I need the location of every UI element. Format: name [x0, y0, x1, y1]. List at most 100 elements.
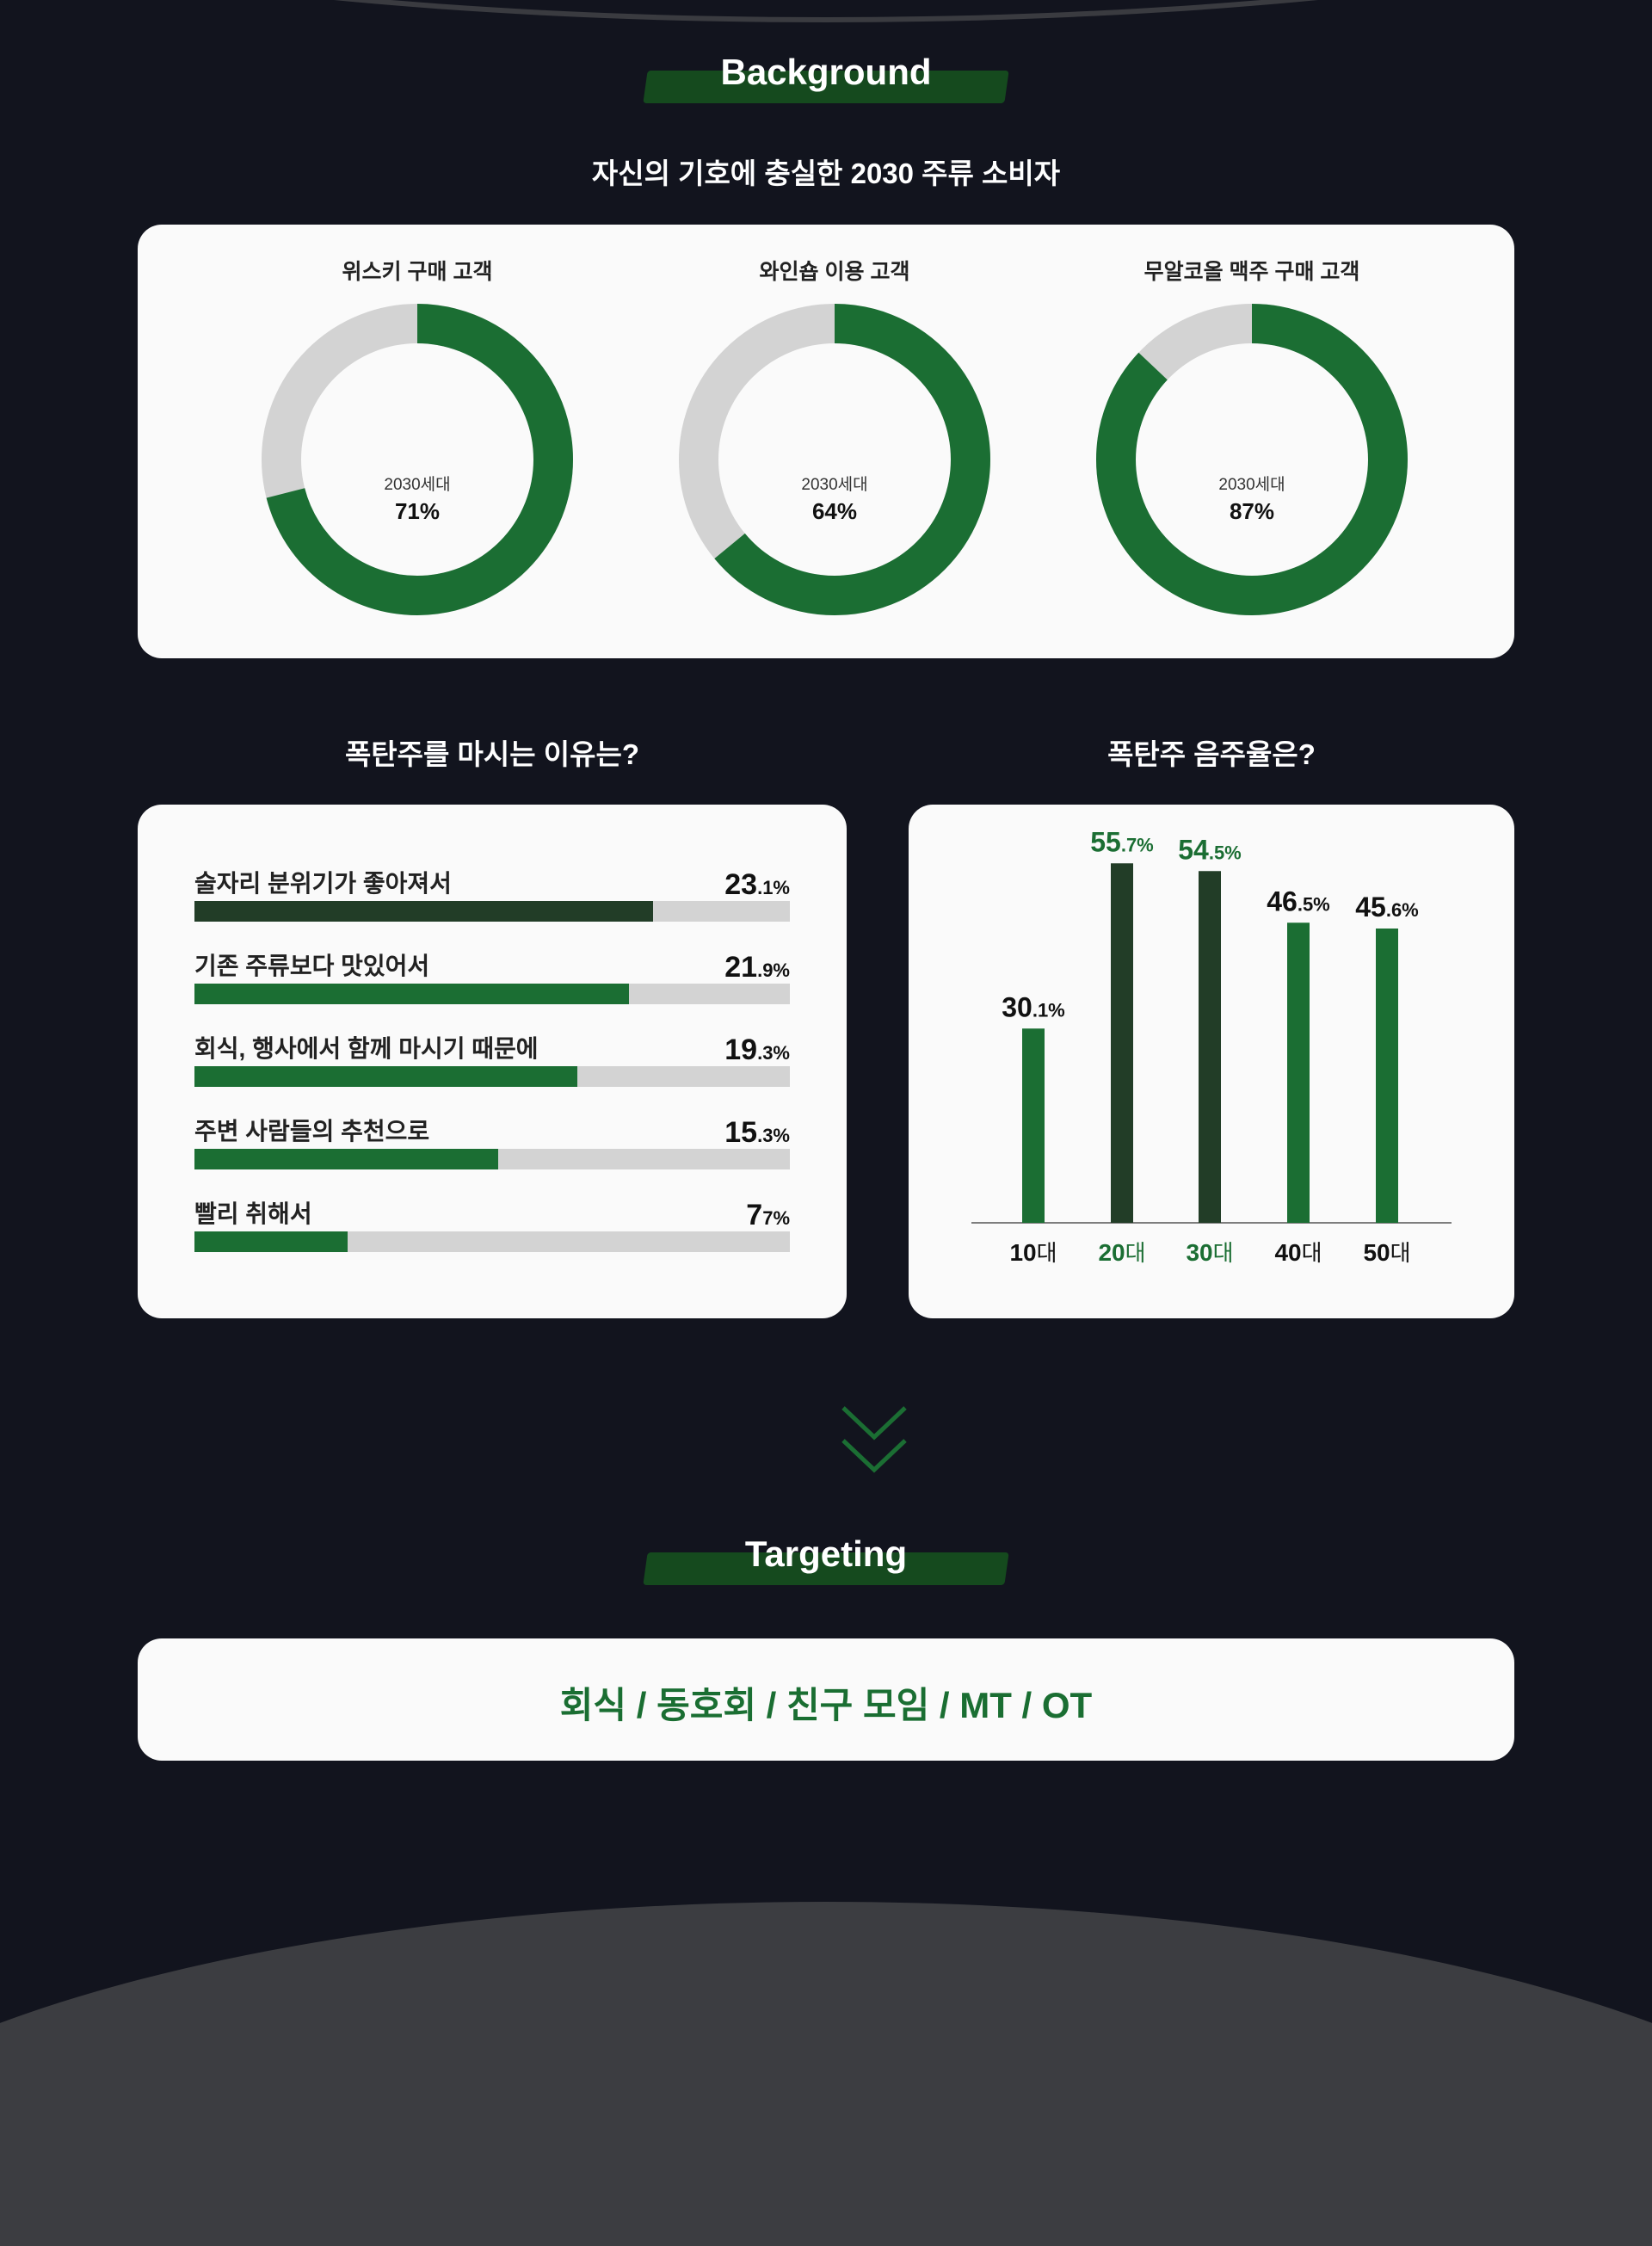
- donut-chart: 무알코올 맥주 구매 고객 2030세대 87%: [1037, 255, 1467, 623]
- donut-title: 위스키 구매 고객: [342, 260, 493, 284]
- bar: [1111, 863, 1133, 1223]
- bar-row: 기존 주류보다 맛있어서 21.9%: [194, 947, 790, 1008]
- tick-label-unit: 대: [1302, 1240, 1322, 1266]
- tick-label-unit: 대: [1213, 1240, 1234, 1266]
- bar-value-dec: .1%: [1032, 999, 1065, 1021]
- bar-value-label: 30.1%: [1002, 991, 1065, 1022]
- tick-label: 30대: [1186, 1239, 1233, 1266]
- bar-value-int: 21: [724, 951, 758, 984]
- donut-card: 위스키 구매 고객 2030세대 71% 와인숍 이용 고객 2030세대 64% 무알코올…: [138, 225, 1514, 658]
- bar-track: [194, 901, 790, 922]
- bottom-arc-decoration: [0, 1902, 1652, 2246]
- donut-slice: [1096, 304, 1408, 615]
- tick-label-num: 20: [1098, 1239, 1125, 1266]
- donut-title: 와인숍 이용 고객: [759, 260, 910, 284]
- bar-value-dec: .5%: [1209, 842, 1242, 863]
- donut-svg: [262, 304, 573, 615]
- reasons-card: 술자리 분위기가 좋아져서 23.1% 기존 주류보다 맛있어서 21.9% 회식, 행…: [138, 805, 847, 1318]
- bar-value-dec: .5%: [1298, 893, 1330, 915]
- targeting-pill: Targeting: [643, 1523, 1009, 1585]
- bar-value-label: 23.1%: [724, 868, 790, 902]
- bar-fill: [194, 1149, 498, 1169]
- donut-title: 무알코올 맥주 구매 고객: [1143, 260, 1360, 284]
- bar-value-label: 15.3%: [724, 1116, 790, 1150]
- bar: [1376, 929, 1398, 1223]
- donut-chart: 위스키 구매 고객 2030세대 71%: [202, 255, 632, 623]
- bar-label: 빨리 취해서: [194, 1200, 312, 1227]
- bar-value-int: 23: [724, 868, 758, 901]
- targeting-card: 회식 / 동호회 / 친구 모임 / MT / OT: [138, 1638, 1514, 1761]
- donut-center: 2030세대 64%: [620, 472, 1050, 525]
- background-pill: Background: [643, 41, 1009, 103]
- tick-label-num: 30: [1186, 1239, 1212, 1266]
- bar-fill: [194, 984, 630, 1004]
- bar: [1022, 1028, 1045, 1223]
- donut-center-value: 87%: [1229, 498, 1275, 524]
- targeting-pill-label: Targeting: [744, 1533, 908, 1574]
- background-pill-label: Background: [720, 52, 932, 92]
- bar-fill: [194, 901, 653, 922]
- bar-track: [194, 1231, 790, 1252]
- bar-track: [194, 1066, 790, 1087]
- bar-track: [194, 1149, 790, 1169]
- bar-value-int: 15: [724, 1116, 758, 1149]
- bar-row: 회식, 행사에서 함께 마시기 때문에 19.3%: [194, 1030, 790, 1090]
- donut-center: 2030세대 71%: [202, 472, 632, 525]
- rate-card: 30.1% 10대 55.7% 20대 54.5% 30대 46.5% 40대 45.6% 50대: [909, 805, 1514, 1318]
- bar-value-int: 55: [1090, 826, 1121, 857]
- donut-slice: [262, 304, 573, 615]
- bar-value-label: 45.6%: [1355, 892, 1419, 922]
- tick-label: 50대: [1363, 1239, 1410, 1266]
- bar: [1199, 871, 1221, 1223]
- reasons-section-title: 폭탄주를 마시는 이유는?: [344, 738, 640, 770]
- bar-track: [194, 984, 790, 1004]
- donut-chart: 와인숍 이용 고객 2030세대 64%: [620, 255, 1050, 623]
- bar-fill: [194, 1231, 348, 1252]
- bar-value-dec: .3%: [757, 1125, 790, 1146]
- donut-center-value: 71%: [394, 498, 441, 524]
- donut-svg: [679, 304, 990, 615]
- bar-value-label: 21.9%: [724, 951, 790, 984]
- bar-value-label: 46.5%: [1267, 885, 1330, 916]
- tick-label: 10대: [1009, 1239, 1057, 1266]
- donut-center-label: 2030세대: [801, 476, 868, 494]
- bar-row: 빨리 취해서 77%: [194, 1195, 790, 1256]
- bar-value-dec: 7%: [762, 1207, 790, 1229]
- bar-value-dec: .1%: [757, 877, 790, 898]
- bar-value-label: 19.3%: [724, 1034, 790, 1067]
- bar-value-int: 54: [1178, 834, 1209, 865]
- tick-label: 20대: [1098, 1239, 1145, 1266]
- bar-label: 주변 사람들의 추천으로: [194, 1118, 430, 1145]
- bar-value-dec: .6%: [1386, 899, 1419, 921]
- bar-value-int: 7: [746, 1199, 763, 1231]
- bar-value-int: 19: [724, 1034, 758, 1066]
- bar-fill: [194, 1066, 578, 1087]
- tick-label-num: 10: [1009, 1239, 1036, 1266]
- bar-label: 술자리 분위기가 좋아져서: [194, 870, 452, 897]
- bar-value-dec: .3%: [757, 1042, 790, 1064]
- donut-section-title: 자신의 기호에 충실한 2030 주류 소비자: [591, 157, 1061, 189]
- bar-value-dec: .7%: [1121, 834, 1154, 855]
- bar-value-int: 46: [1267, 885, 1298, 916]
- bar: [1287, 922, 1310, 1223]
- tick-label-num: 50: [1363, 1239, 1390, 1266]
- bar-label: 회식, 행사에서 함께 마시기 때문에: [194, 1035, 539, 1062]
- bar-value-label: 77%: [746, 1199, 790, 1232]
- rate-section-title: 폭탄주 음주율은?: [1107, 738, 1316, 770]
- donut-center-label: 2030세대: [384, 476, 451, 494]
- targeting-text: 회식 / 동호회 / 친구 모임 / MT / OT: [559, 1685, 1093, 1725]
- tick-label-unit: 대: [1125, 1240, 1146, 1266]
- donut-center: 2030세대 87%: [1037, 472, 1467, 525]
- bar-row: 술자리 분위기가 좋아져서 23.1%: [194, 865, 790, 925]
- bar-value-dec: .9%: [757, 959, 790, 981]
- double-chevron-down-icon: [841, 1406, 907, 1473]
- donut-svg: [1096, 304, 1408, 615]
- tick-label-num: 40: [1274, 1239, 1301, 1266]
- bar-row: 주변 사람들의 추천으로 15.3%: [194, 1113, 790, 1173]
- tick-label: 40대: [1274, 1239, 1322, 1266]
- donut-center-label: 2030세대: [1218, 476, 1285, 494]
- bar-value-int: 45: [1355, 892, 1386, 922]
- donut-center-value: 64%: [811, 498, 858, 524]
- bar-value-int: 30: [1002, 991, 1032, 1022]
